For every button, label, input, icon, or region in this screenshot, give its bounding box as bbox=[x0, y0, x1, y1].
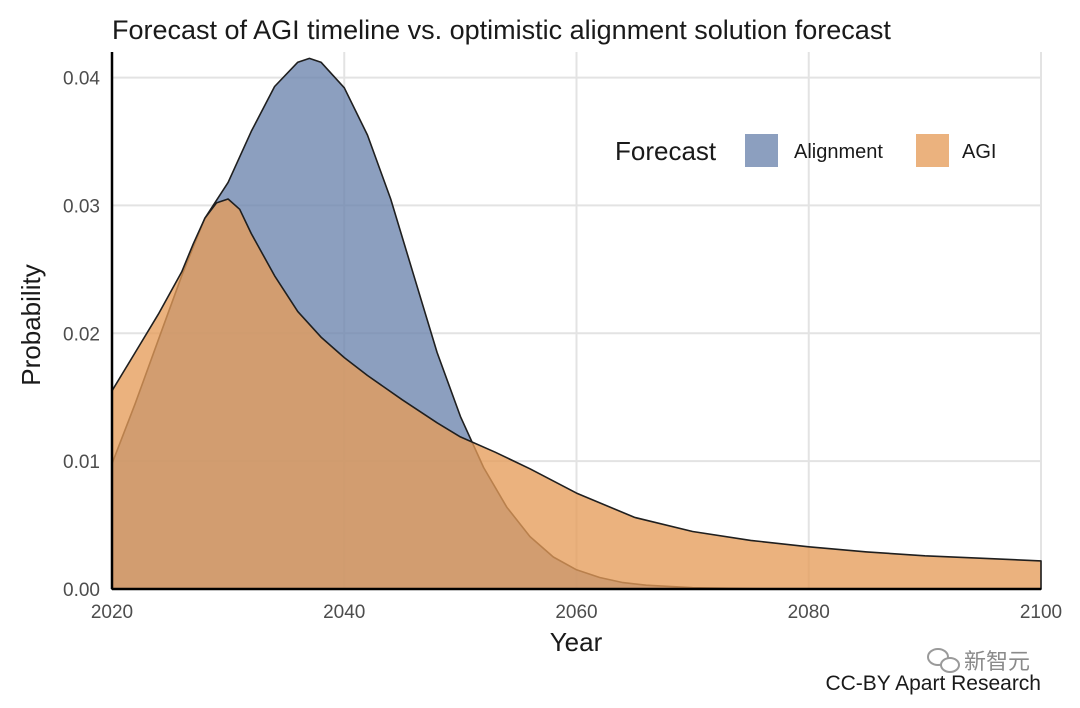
caption: CC-BY Apart Research bbox=[825, 672, 1041, 695]
y-tick-label: 0.02 bbox=[63, 324, 100, 345]
chart-title: Forecast of AGI timeline vs. optimistic … bbox=[112, 15, 891, 45]
y-axis-label: Probability bbox=[16, 264, 46, 385]
y-tick-label: 0.03 bbox=[63, 196, 100, 217]
x-tick-label: 2040 bbox=[323, 602, 365, 623]
wechat-icon bbox=[927, 648, 960, 673]
density-areas bbox=[111, 57, 1042, 590]
x-tick-label: 2100 bbox=[1020, 602, 1062, 623]
x-tick-label: 2060 bbox=[555, 602, 597, 623]
tick-labels: 0.00 0.01 0.02 0.03 0.04 2020 2040 2060 2080 2100 bbox=[63, 69, 1062, 623]
watermark-text: 新智元 bbox=[964, 649, 1030, 674]
y-tick-label: 0.04 bbox=[63, 69, 100, 90]
x-tick-label: 2080 bbox=[788, 602, 830, 623]
y-tick-label: 0.00 bbox=[63, 580, 100, 601]
legend-label-agi: AGI bbox=[962, 141, 996, 163]
legend-swatch-alignment bbox=[745, 134, 778, 167]
x-axis-label: Year bbox=[550, 627, 603, 657]
watermark: 新智元 bbox=[927, 648, 1030, 674]
legend-swatch-agi bbox=[916, 134, 949, 167]
axes bbox=[110, 52, 1041, 591]
x-tick-label: 2020 bbox=[91, 602, 133, 623]
legend-label-alignment: Alignment bbox=[794, 141, 883, 163]
legend: Forecast Alignment AGI bbox=[615, 134, 996, 167]
y-tick-label: 0.01 bbox=[63, 452, 100, 473]
legend-title: Forecast bbox=[615, 136, 717, 166]
area-agi bbox=[111, 198, 1042, 590]
